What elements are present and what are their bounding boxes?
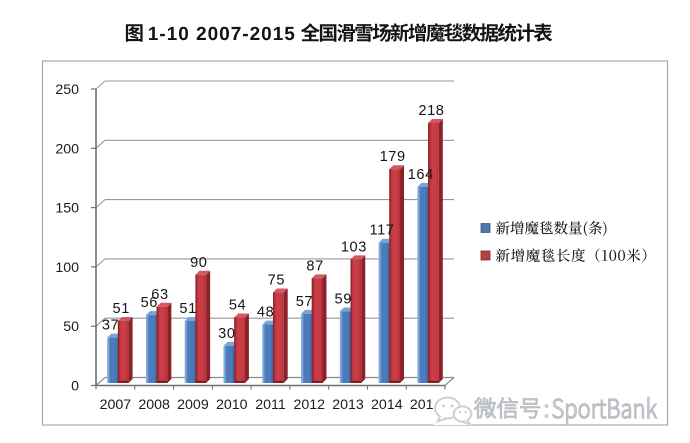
svg-text:0: 0 [71,379,79,395]
svg-text:250: 250 [55,82,79,98]
svg-text:100: 100 [55,260,79,276]
svg-text:50: 50 [63,319,79,335]
svg-text:57: 57 [296,294,313,310]
svg-text:164: 164 [408,167,434,183]
svg-text:2007: 2007 [100,397,132,413]
svg-text:54: 54 [229,297,246,313]
svg-text:2008: 2008 [138,397,170,413]
svg-text:2012: 2012 [293,397,325,413]
svg-text:179: 179 [380,149,406,165]
svg-text:75: 75 [268,273,285,289]
svg-text:90: 90 [190,255,207,271]
svg-text:117: 117 [369,223,394,239]
svg-text:37: 37 [102,318,119,334]
svg-text:51: 51 [113,301,130,317]
svg-text:2013: 2013 [332,397,364,413]
svg-text:63: 63 [151,287,168,303]
svg-text:56: 56 [141,295,158,311]
svg-text:2011: 2011 [255,397,286,413]
svg-text:30: 30 [218,326,235,342]
svg-text:2009: 2009 [177,397,209,413]
svg-text:103: 103 [341,239,367,255]
svg-text:150: 150 [55,201,79,217]
svg-text:59: 59 [334,292,351,308]
svg-text:218: 218 [418,103,444,119]
svg-text:200: 200 [55,141,79,157]
svg-text:2010: 2010 [216,397,248,413]
svg-text:48: 48 [257,305,274,321]
svg-text:2014: 2014 [371,397,403,413]
svg-text:87: 87 [306,258,323,274]
svg-text:51: 51 [179,301,196,317]
